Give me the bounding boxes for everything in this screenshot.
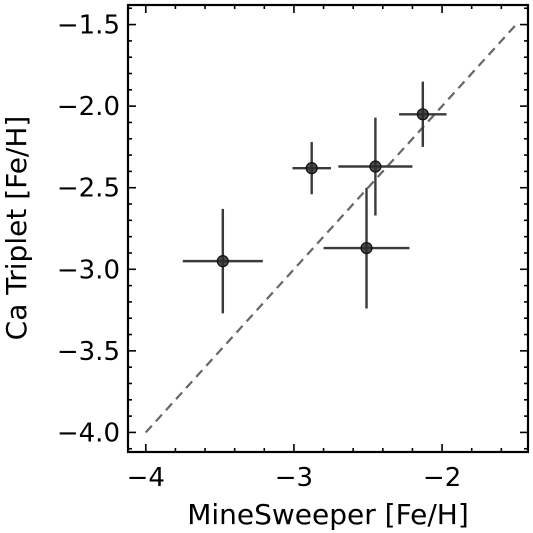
one-to-one-reference-line	[144, 23, 517, 434]
data-point	[360, 241, 373, 255]
y-tick-label: −2.5	[57, 174, 120, 204]
data-point	[416, 108, 429, 121]
plot-frame	[126, 3, 530, 454]
tick-labels-layer: −4 −3 −2 −4.0 −3.5 −3.0 −2.5 −2.0 −1.5	[57, 11, 461, 493]
reference-line-layer	[144, 23, 517, 434]
x-tick-label: −3	[275, 463, 313, 493]
y-tick-label: −3.0	[57, 255, 120, 285]
y-tick-label: −3.5	[57, 337, 120, 367]
y-axis-title: Ca Triplet [Fe/H]	[0, 116, 33, 341]
x-tick-label: −4	[127, 463, 165, 493]
y-tick-label: −4.0	[57, 418, 120, 448]
data-point	[216, 255, 229, 268]
y-tick-label: −2.0	[57, 92, 120, 122]
x-axis-title: MineSweeper [Fe/H]	[187, 498, 469, 531]
y-tick-label: −1.5	[57, 11, 120, 41]
data-points-layer	[182, 81, 447, 314]
data-point	[305, 162, 318, 175]
x-tick-label: −2	[423, 463, 461, 493]
data-point	[369, 160, 382, 173]
